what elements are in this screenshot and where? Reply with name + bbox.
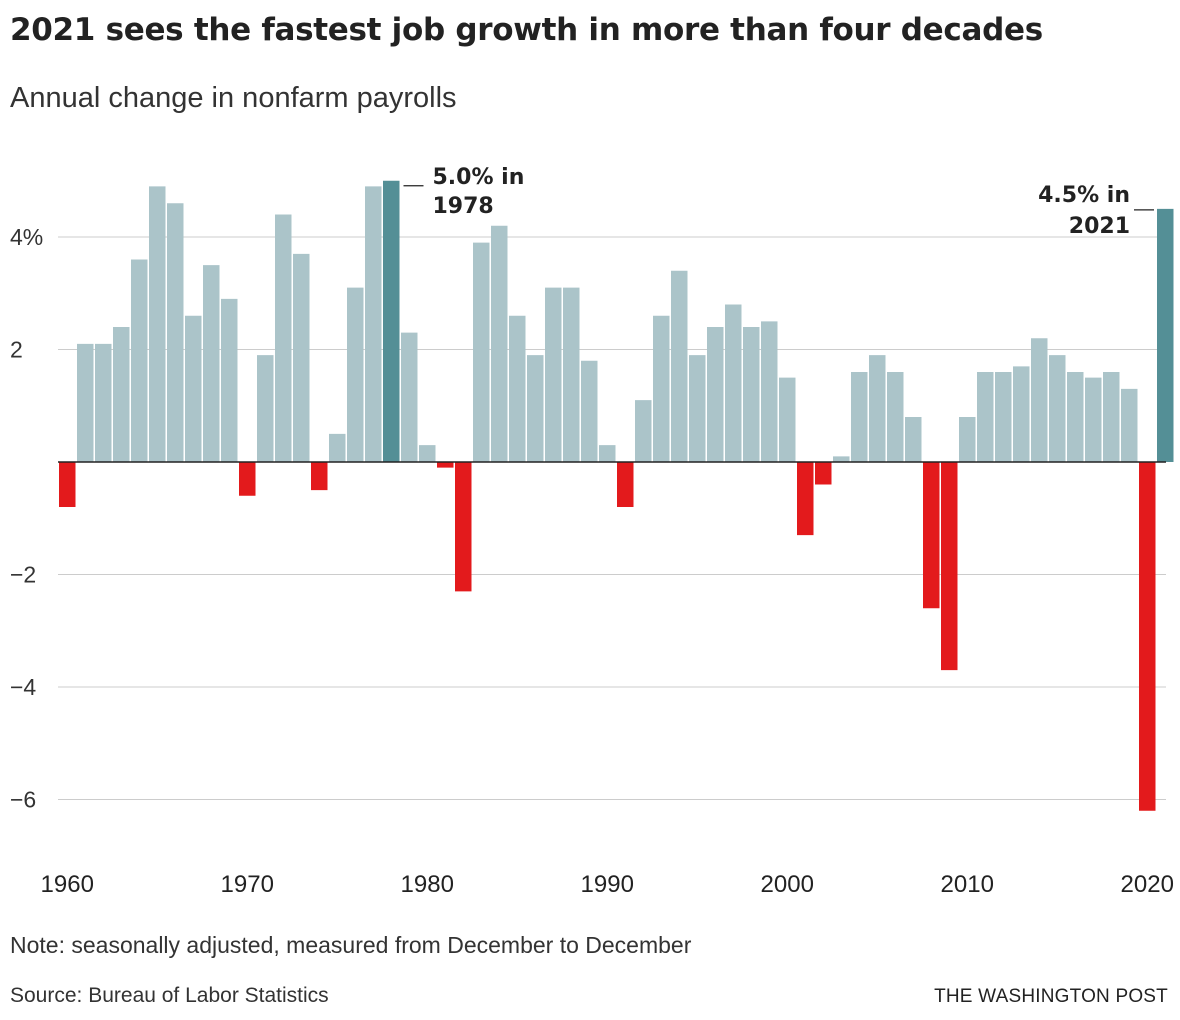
bar-2011 — [977, 372, 994, 462]
x-tick-label: 1980 — [401, 871, 454, 898]
bar-1978 — [383, 180, 400, 462]
bar-1994 — [671, 270, 688, 462]
y-tick-label: −4 — [10, 674, 36, 700]
bar-1984 — [491, 225, 508, 462]
bar-2004 — [851, 372, 868, 462]
annotations: 5.0% in 1978 4.5% in 2021 — [403, 165, 1154, 239]
bar-2010 — [959, 417, 976, 462]
bar-1989 — [581, 360, 598, 462]
bar-1997 — [725, 304, 742, 462]
bar-2021 — [1157, 208, 1174, 462]
bar-2015 — [1049, 355, 1066, 462]
bar-1992 — [635, 400, 652, 462]
bar-1999 — [761, 321, 778, 462]
bar-1993 — [653, 315, 670, 462]
x-tick-label: 2010 — [941, 871, 994, 898]
annotation-label: 2021 — [1069, 214, 1130, 239]
bar-2014 — [1031, 338, 1048, 462]
bar-1980 — [419, 445, 436, 462]
bar-2013 — [1013, 366, 1030, 462]
bar-2012 — [995, 372, 1012, 462]
bar-2016 — [1067, 372, 1084, 462]
bar-1963 — [113, 327, 130, 462]
y-tick-label: −6 — [10, 787, 36, 813]
bar-1960 — [59, 462, 76, 507]
bar-1971 — [257, 355, 274, 462]
bar-1981 — [437, 462, 454, 468]
bar-1990 — [599, 445, 616, 462]
annotation-label: 1978 — [433, 194, 494, 219]
bar-2009 — [941, 462, 958, 671]
bar-2006 — [887, 372, 904, 462]
x-axis: 1960 1970 1980 1990 2000 2010 2020 — [41, 871, 1174, 898]
bar-1982 — [455, 462, 472, 592]
bar-2007 — [905, 417, 922, 462]
bar-1966 — [167, 203, 184, 462]
x-tick-label: 2020 — [1121, 871, 1174, 898]
bar-1968 — [203, 265, 220, 462]
bar-2005 — [869, 355, 886, 462]
x-tick-label: 1970 — [221, 871, 274, 898]
bars — [59, 180, 1174, 811]
x-tick-label: 1960 — [41, 871, 94, 898]
bar-1964 — [131, 259, 148, 462]
publisher-credit: THE WASHINGTON POST — [934, 986, 1168, 1007]
bar-2019 — [1121, 388, 1138, 462]
bar-1961 — [77, 343, 94, 462]
bar-1969 — [221, 298, 238, 462]
y-tick-label: 2 — [10, 337, 23, 363]
bar-1988 — [563, 287, 580, 462]
x-tick-label: 2000 — [761, 871, 814, 898]
bar-1995 — [689, 355, 706, 462]
chart-subtitle: Annual change in nonfarm payrolls — [10, 82, 457, 114]
y-axis: 4% 2 −2 −4 −6 — [10, 224, 43, 813]
bar-2008 — [923, 462, 940, 609]
bar-chart: 4% 2 −2 −4 −6 1960 1970 1980 1990 2000 2010 2020 5… — [10, 165, 1174, 898]
bar-2017 — [1085, 377, 1102, 462]
annotation-label: 4.5% in — [1038, 183, 1130, 208]
bar-1967 — [185, 315, 202, 462]
bar-1976 — [347, 287, 364, 462]
x-tick-label: 1990 — [581, 871, 634, 898]
bar-1970 — [239, 462, 256, 496]
bar-1998 — [743, 327, 760, 462]
bar-1996 — [707, 327, 724, 462]
bar-1977 — [365, 186, 382, 462]
bar-1987 — [545, 287, 562, 462]
chart-source: Source: Bureau of Labor Statistics — [10, 984, 329, 1007]
bar-2003 — [833, 456, 850, 462]
bar-1985 — [509, 315, 526, 462]
y-tick-label: 4% — [10, 224, 43, 250]
bar-1975 — [329, 433, 346, 462]
bar-1973 — [293, 253, 310, 462]
bar-1991 — [617, 462, 634, 507]
bar-2020 — [1139, 462, 1156, 811]
gridlines — [58, 236, 1166, 800]
bar-1962 — [95, 343, 112, 462]
annotation-label: 5.0% in — [433, 165, 525, 190]
bar-2002 — [815, 462, 832, 485]
bar-1986 — [527, 355, 544, 462]
chart-note: Note: seasonally adjusted, measured from… — [10, 932, 692, 958]
bar-1983 — [473, 242, 490, 462]
y-tick-label: −2 — [10, 562, 36, 588]
bar-1965 — [149, 186, 166, 462]
bar-1972 — [275, 214, 292, 462]
bar-2018 — [1103, 372, 1120, 462]
bar-1974 — [311, 462, 328, 491]
bar-1979 — [401, 332, 418, 462]
chart-title: 2021 sees the fastest job growth in more… — [10, 12, 1043, 48]
bar-2000 — [779, 377, 796, 462]
bar-2001 — [797, 462, 814, 536]
